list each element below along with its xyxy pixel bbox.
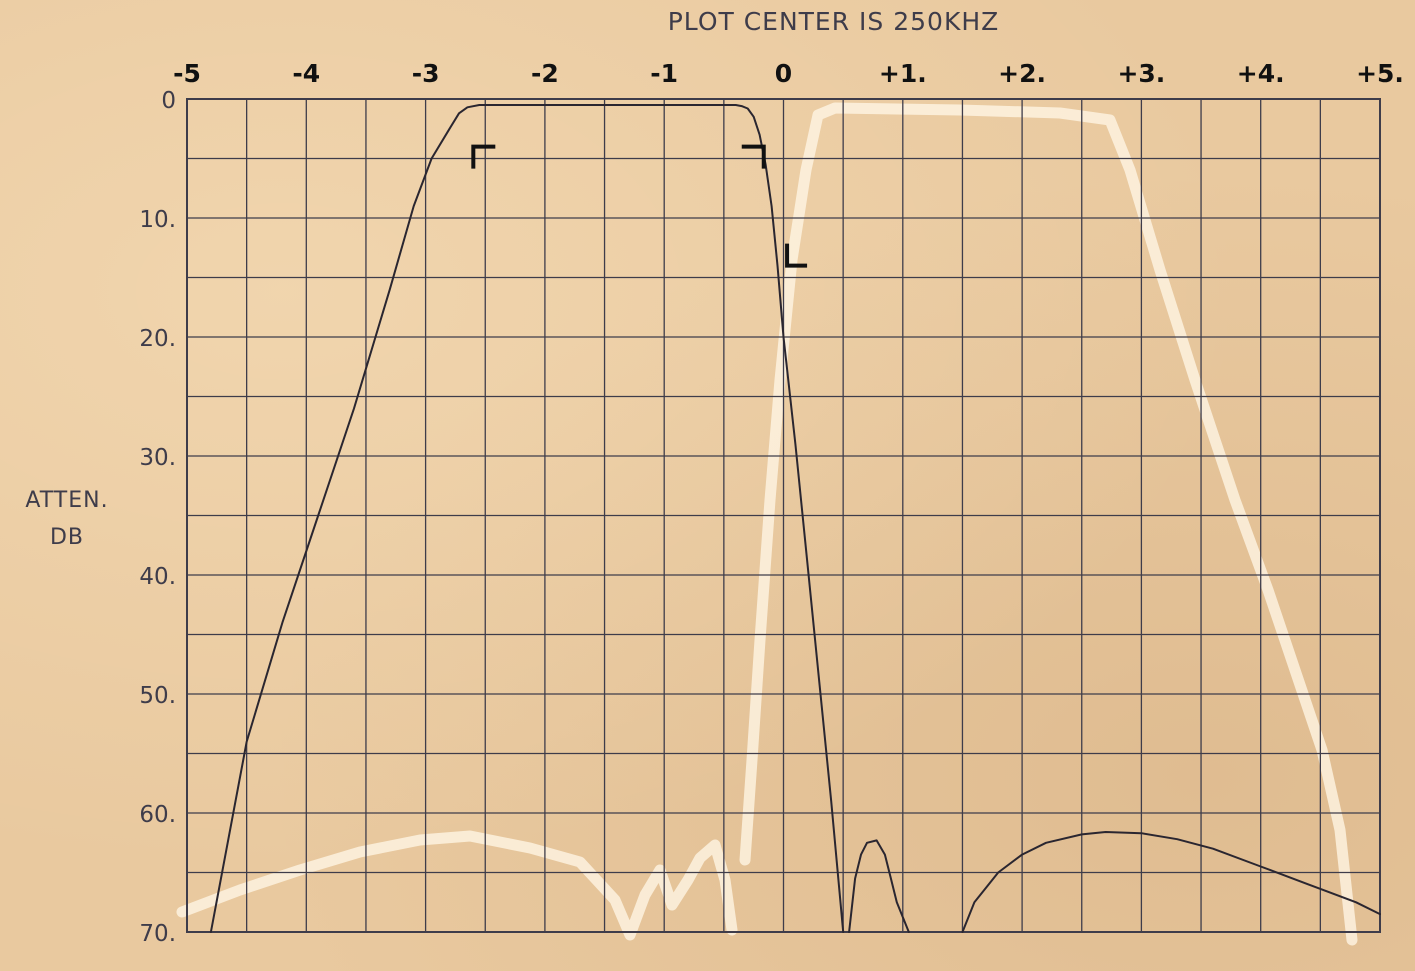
x-tick-label: +2. xyxy=(998,59,1046,88)
attenuation-curve-segment-3 xyxy=(961,831,1381,933)
attenuation-curve-segment-2 xyxy=(848,839,910,933)
y-tick-label: 40. xyxy=(139,564,176,590)
chart-title: PLOT CENTER IS 250KHZ xyxy=(668,7,1000,36)
x-tick-label: +5. xyxy=(1356,59,1404,88)
passband-limit-mark-2 xyxy=(741,144,766,169)
passband-limit-mark-3 xyxy=(785,243,808,268)
x-tick-label: -2 xyxy=(531,59,559,88)
x-tick-label: +3. xyxy=(1117,59,1165,88)
attenuation-curve-segment-1 xyxy=(209,104,845,933)
faded-overlay-trace-lower xyxy=(176,830,738,941)
grid xyxy=(186,98,1381,933)
axes: PLOT CENTER IS 250KHZ -5 -4 -3 -2 -1 0 +1. +2. +3… xyxy=(25,7,1404,947)
passband-limit-marks xyxy=(471,144,808,268)
faded-overlay-trace-passband xyxy=(739,102,1358,946)
y-tick-label: 60. xyxy=(139,802,176,828)
y-tick-label: 50. xyxy=(139,683,176,709)
x-tick-label: +4. xyxy=(1237,59,1285,88)
x-tick-label: -1 xyxy=(650,59,678,88)
x-tick-label: -3 xyxy=(412,59,440,88)
passband-limit-mark-1 xyxy=(471,144,496,169)
y-axis-label: DB xyxy=(50,525,84,550)
y-tick-label: 10. xyxy=(139,207,176,233)
y-tick-label: 20. xyxy=(139,326,176,352)
plot-frame xyxy=(186,98,1381,933)
y-axis-label: ATTEN. xyxy=(25,488,108,513)
y-tick-label: 70. xyxy=(139,921,176,947)
y-tick-label: 30. xyxy=(139,445,176,471)
x-tick-label: +1. xyxy=(879,59,927,88)
attenuation-curve xyxy=(209,104,1381,933)
x-tick-label: -4 xyxy=(292,59,320,88)
x-tick-label: 0 xyxy=(775,59,792,88)
y-tick-label: 0 xyxy=(161,88,176,114)
x-tick-label: -5 xyxy=(173,59,201,88)
